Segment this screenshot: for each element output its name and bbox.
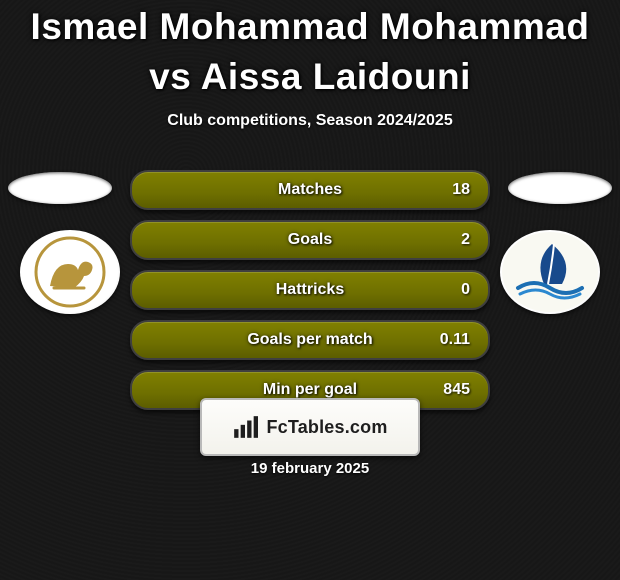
stat-row-goals: Goals 2	[130, 220, 490, 260]
stat-right-value: 18	[452, 181, 470, 199]
stat-right-value: 845	[443, 381, 470, 399]
stats-block: Matches 18 Goals 2 Hattricks 0 Goals per…	[130, 170, 490, 420]
right-club-logo	[500, 230, 600, 314]
subtitle: Club competitions, Season 2024/2025	[0, 112, 620, 130]
brand-box: FcTables.com	[200, 398, 420, 456]
barchart-icon	[232, 414, 258, 440]
stat-label: Goals	[132, 231, 488, 249]
stat-label: Goals per match	[132, 331, 488, 349]
stat-row-matches: Matches 18	[130, 170, 490, 210]
left-club-logo	[20, 230, 120, 314]
comparison-card: Ismael Mohammad Mohammad vs Aissa Laidou…	[0, 0, 620, 580]
stat-label: Matches	[132, 181, 488, 199]
brand-text: FcTables.com	[266, 417, 387, 438]
right-flag	[508, 172, 612, 204]
stat-right-value: 2	[461, 231, 470, 249]
stat-right-value: 0.11	[440, 331, 470, 349]
stat-right-value: 0	[461, 281, 470, 299]
stat-label: Min per goal	[132, 381, 488, 399]
stat-row-hattricks: Hattricks 0	[130, 270, 490, 310]
date-line: 19 february 2025	[0, 460, 620, 477]
page-title: Ismael Mohammad Mohammad vs Aissa Laidou…	[0, 0, 620, 102]
stat-label: Hattricks	[132, 281, 488, 299]
stat-row-goals-per-match: Goals per match 0.11	[130, 320, 490, 360]
left-flag	[8, 172, 112, 204]
